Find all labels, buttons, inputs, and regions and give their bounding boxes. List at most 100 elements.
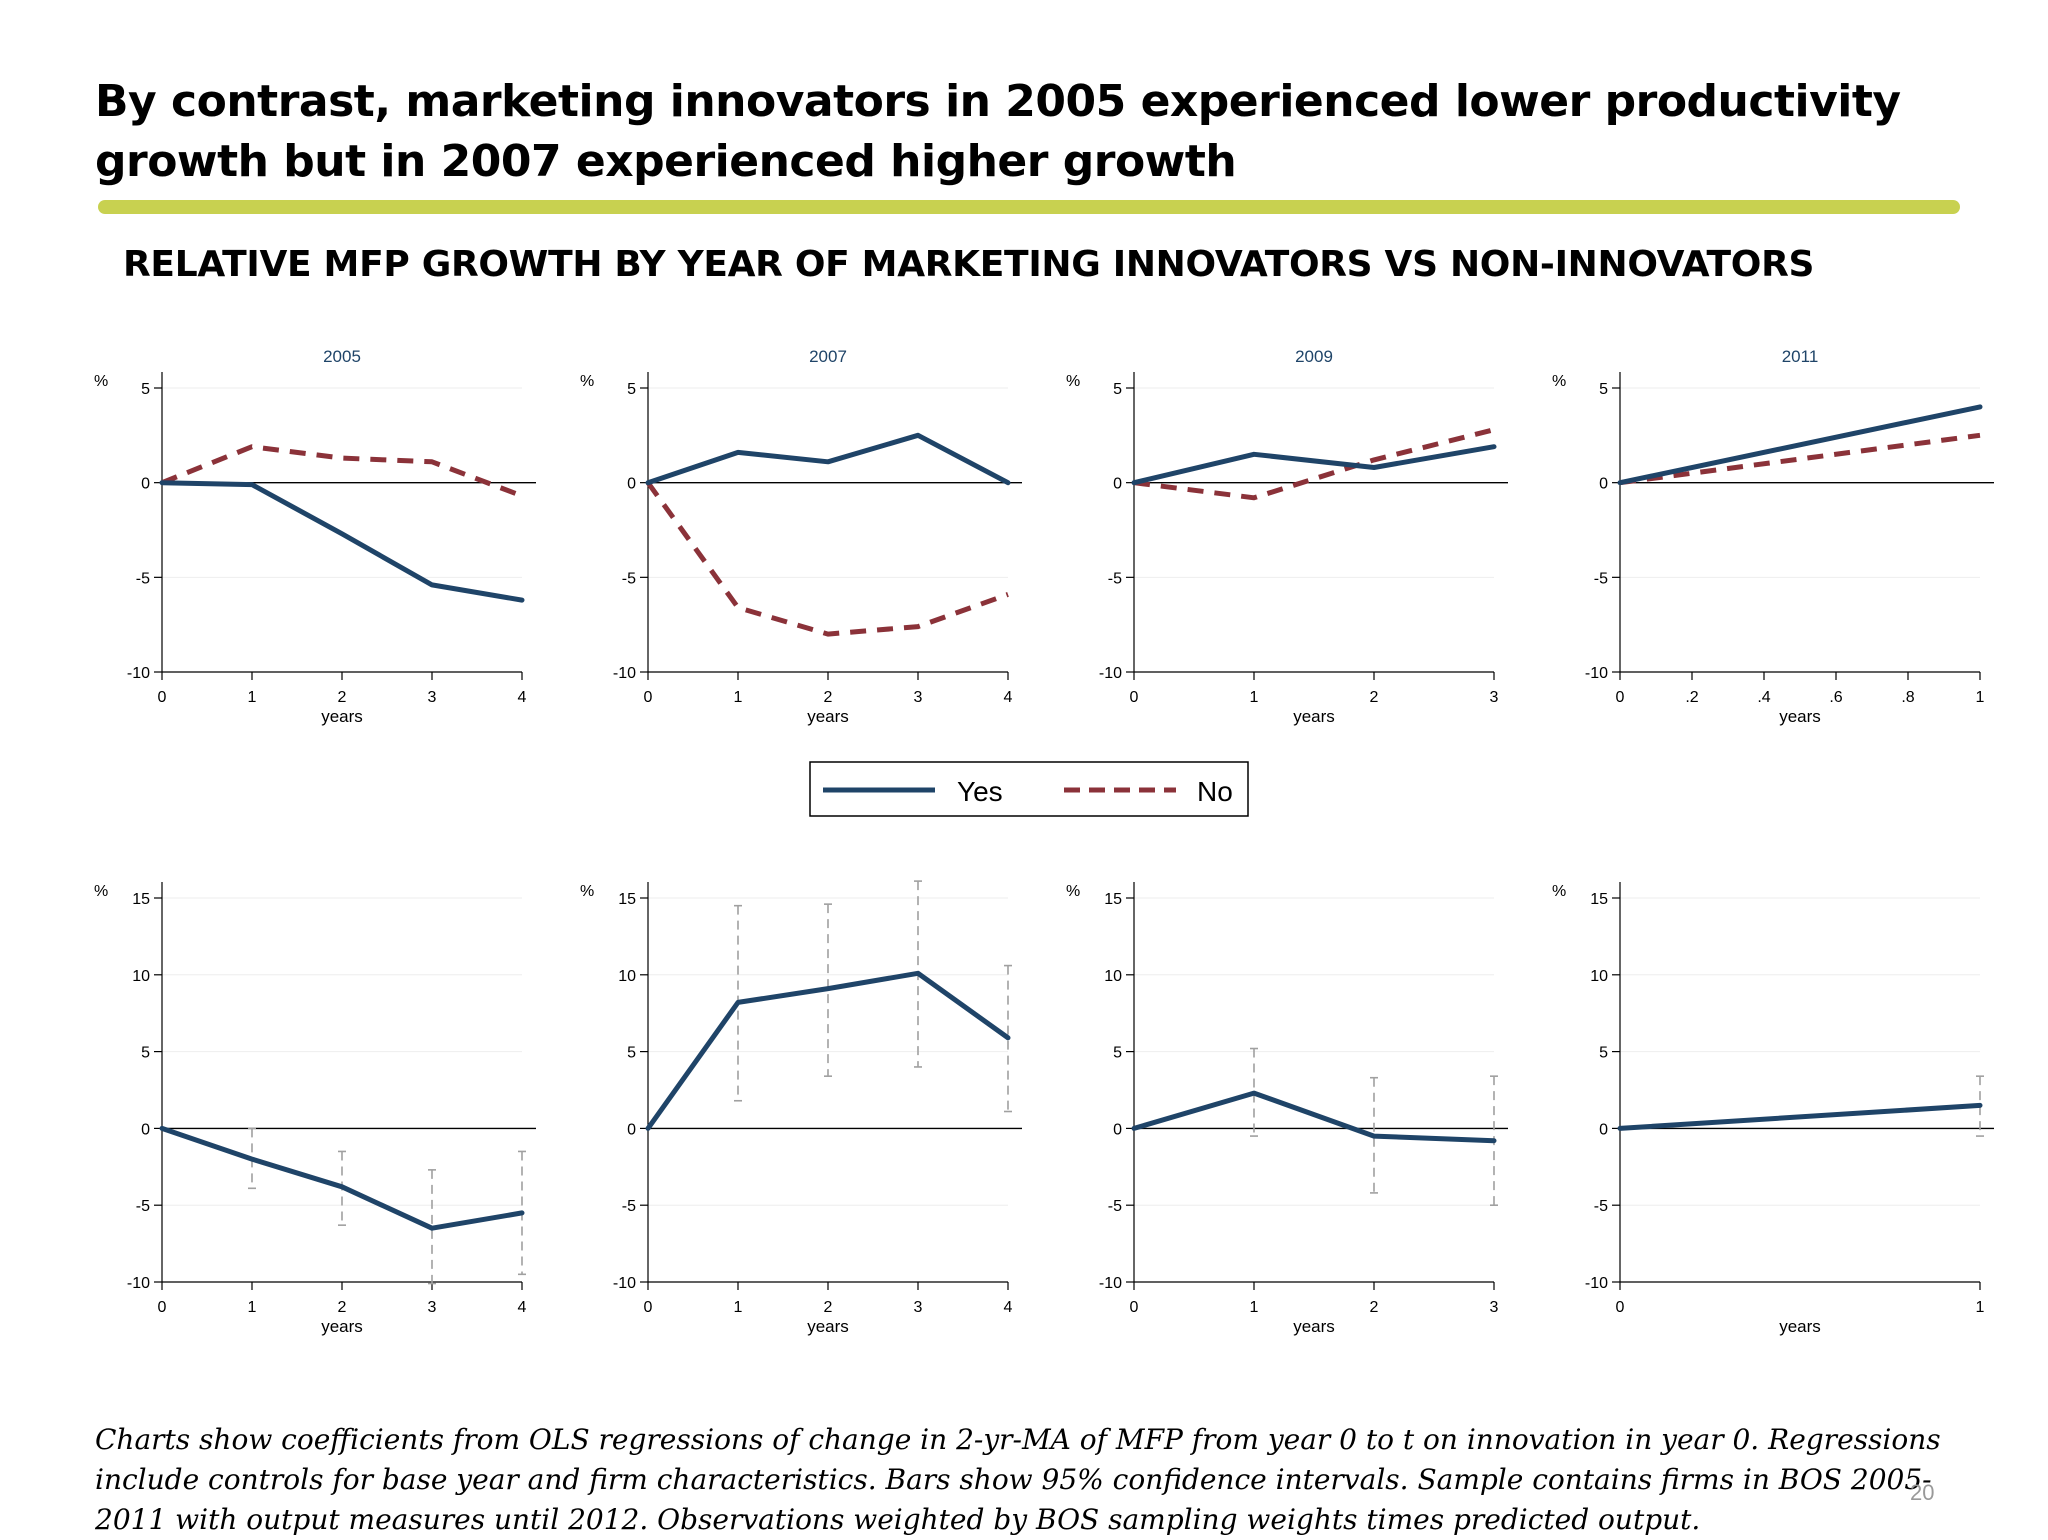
series-no-line bbox=[1133, 427, 1495, 501]
y-axis-label: % bbox=[1066, 373, 1080, 390]
chart-panels: 5 0 -5 -10% 0 1 2 3 4 years 2005 5 0 -5 -10% 0 1 2 3 4 years… bbox=[94, 347, 1994, 1336]
figure-title: RELATIVE MFP GROWTH BY YEAR OF MARKETING… bbox=[123, 244, 1815, 285]
x-axis-label: years bbox=[321, 707, 363, 726]
panel-title: 2011 bbox=[1782, 347, 1819, 366]
x-tick-label: 0 bbox=[158, 689, 167, 706]
y-tick-label: -5 bbox=[1594, 570, 1608, 587]
x-tick-label: .2 bbox=[1685, 689, 1698, 706]
y-axis-label: % bbox=[94, 883, 108, 900]
legend: Yes No bbox=[809, 761, 1249, 817]
x-tick-label: 0 bbox=[644, 1299, 653, 1316]
x-tick-label: 3 bbox=[1490, 1299, 1499, 1316]
y-tick-label: 10 bbox=[1590, 968, 1608, 985]
x-axis-label: years bbox=[1779, 707, 1821, 726]
legend-no-label: No bbox=[1197, 776, 1233, 807]
x-tick-label: 4 bbox=[1004, 1299, 1013, 1316]
series-yes-line bbox=[1131, 1090, 1497, 1144]
y-tick-label: 5 bbox=[1599, 381, 1608, 398]
x-tick-label: 1 bbox=[1250, 689, 1259, 706]
y-tick-label: 5 bbox=[1599, 1045, 1608, 1062]
panel-title: 2005 bbox=[323, 347, 361, 366]
panel-title: 2007 bbox=[809, 347, 847, 366]
chart-panel-1: 5 0 -5 -10% 0 1 2 3 4 years 2005 bbox=[94, 347, 536, 726]
x-tick-label: 3 bbox=[428, 689, 437, 706]
x-tick-label: 0 bbox=[158, 1299, 167, 1316]
y-axis-label: % bbox=[1552, 883, 1566, 900]
x-tick-label: .6 bbox=[1829, 689, 1842, 706]
chart-panel-5: 15 10 5 0 -5 -10% 0 1 2 3 4 years bbox=[94, 882, 536, 1336]
x-axis-label: years bbox=[1779, 1317, 1821, 1336]
y-tick-label: -5 bbox=[622, 570, 636, 587]
x-tick-label: 2 bbox=[1370, 689, 1379, 706]
y-tick-label: -5 bbox=[136, 1198, 150, 1215]
y-tick-label: 0 bbox=[141, 1121, 150, 1138]
x-tick-label: 1 bbox=[734, 689, 743, 706]
y-tick-label: 0 bbox=[627, 1121, 636, 1138]
series-yes-line bbox=[645, 432, 1011, 486]
y-tick-label: 0 bbox=[1113, 1121, 1122, 1138]
series-no-line bbox=[1619, 432, 1981, 486]
y-tick-label: -10 bbox=[1099, 665, 1122, 682]
y-tick-label: 0 bbox=[1113, 476, 1122, 493]
panel-title: 2009 bbox=[1295, 347, 1333, 366]
x-axis-label: years bbox=[807, 1317, 849, 1336]
y-tick-label: 10 bbox=[618, 968, 636, 985]
chart-panel-4: 5 0 -5 -10% 0 .2 .4 .6 .8 1 years 2011 bbox=[1552, 347, 1994, 726]
y-tick-label: -10 bbox=[613, 1275, 636, 1292]
slide-title: By contrast, marketing innovators in 200… bbox=[95, 76, 1901, 187]
legend-yes-label: Yes bbox=[957, 776, 1003, 807]
footnote: Charts show coefficients from OLS regres… bbox=[95, 1423, 1941, 1536]
y-axis-label: % bbox=[1552, 373, 1566, 390]
page-number: 20 bbox=[1910, 1480, 1935, 1505]
x-tick-label: 3 bbox=[428, 1299, 437, 1316]
y-axis-label: % bbox=[94, 373, 108, 390]
x-tick-label: 1 bbox=[1976, 689, 1985, 706]
series-no-line bbox=[645, 481, 1009, 637]
y-tick-label: 0 bbox=[1599, 1121, 1608, 1138]
y-tick-label: 5 bbox=[627, 381, 636, 398]
x-tick-label: 0 bbox=[644, 689, 653, 706]
x-axis-label: years bbox=[807, 707, 849, 726]
x-tick-label: 3 bbox=[914, 689, 923, 706]
x-tick-label: 3 bbox=[914, 1299, 923, 1316]
series-yes-line bbox=[1617, 1102, 1983, 1131]
x-tick-label: 1 bbox=[248, 689, 257, 706]
x-tick-label: .8 bbox=[1901, 689, 1914, 706]
y-tick-label: -10 bbox=[127, 665, 150, 682]
y-tick-label: -10 bbox=[1099, 1275, 1122, 1292]
y-tick-label: 15 bbox=[132, 891, 150, 908]
x-tick-label: 4 bbox=[518, 1299, 527, 1316]
x-tick-label: 0 bbox=[1616, 689, 1625, 706]
x-tick-label: 2 bbox=[338, 1299, 347, 1316]
series-yes-line bbox=[159, 480, 525, 603]
chart-panel-6: 15 10 5 0 -5 -10% 0 1 2 3 4 years bbox=[580, 880, 1022, 1336]
x-tick-label: 0 bbox=[1130, 1299, 1139, 1316]
x-tick-label: 1 bbox=[1250, 1299, 1259, 1316]
x-tick-label: 4 bbox=[518, 689, 527, 706]
y-tick-label: 0 bbox=[1599, 476, 1608, 493]
x-tick-label: .4 bbox=[1757, 689, 1770, 706]
chart-panel-3: 5 0 -5 -10% 0 1 2 3 years 2009 bbox=[1066, 347, 1508, 726]
y-tick-label: -5 bbox=[136, 570, 150, 587]
y-tick-label: 15 bbox=[618, 891, 636, 908]
y-tick-label: -5 bbox=[622, 1198, 636, 1215]
x-tick-label: 4 bbox=[1004, 689, 1013, 706]
series-yes-line bbox=[645, 970, 1011, 1131]
x-tick-label: 1 bbox=[734, 1299, 743, 1316]
y-tick-label: -5 bbox=[1108, 570, 1122, 587]
chart-panel-7: 15 10 5 0 -5 -10% 0 1 2 3 years bbox=[1066, 882, 1508, 1336]
y-tick-label: 10 bbox=[132, 968, 150, 985]
y-tick-label: -5 bbox=[1108, 1198, 1122, 1215]
x-tick-label: 0 bbox=[1130, 689, 1139, 706]
y-axis-label: % bbox=[580, 373, 594, 390]
y-tick-label: 15 bbox=[1590, 891, 1608, 908]
series-yes-line bbox=[1617, 404, 1983, 486]
x-axis-label: years bbox=[1293, 1317, 1335, 1336]
x-tick-label: 1 bbox=[248, 1299, 257, 1316]
y-axis-label: % bbox=[580, 883, 594, 900]
y-tick-label: -10 bbox=[613, 665, 636, 682]
title-underline bbox=[98, 200, 1960, 214]
chart-panel-2: 5 0 -5 -10% 0 1 2 3 4 years 2007 bbox=[580, 347, 1022, 726]
series-yes-line bbox=[1131, 444, 1497, 486]
x-tick-label: 1 bbox=[1976, 1299, 1985, 1316]
